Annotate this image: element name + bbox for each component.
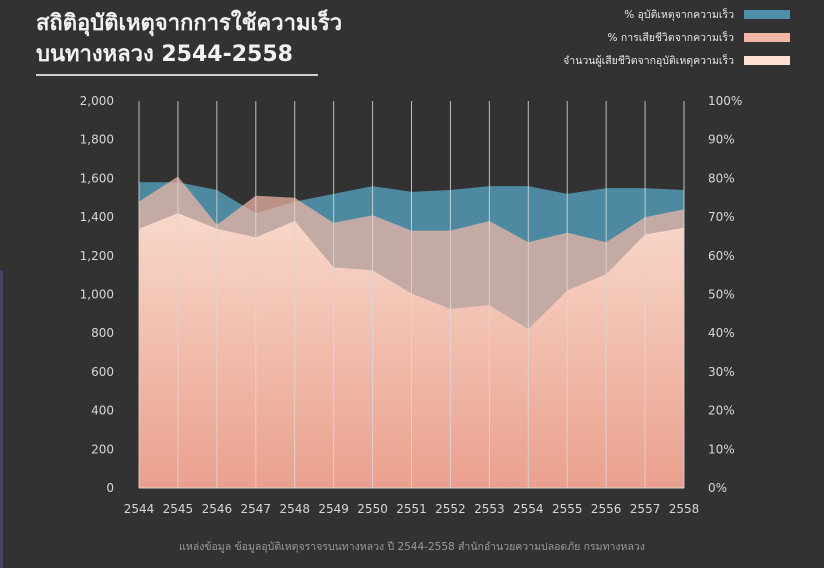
legend-item-deaths: จำนวนผู้เสียชีวิตจากอุบัติเหตุความเร็ว: [563, 54, 790, 67]
y-axis-left-tick-label: 1,600: [80, 171, 114, 185]
x-axis-tick-label: 2557: [630, 502, 661, 516]
x-axis-tick-label: 2551: [396, 502, 427, 516]
data-point-deaths: [566, 289, 568, 291]
data-point-accident-pct: [527, 185, 529, 187]
y-axis-left-tick-label: 1,400: [80, 210, 114, 224]
data-point-death-pct: [683, 208, 685, 210]
data-point-death-pct: [644, 216, 646, 218]
y-axis-left-tick-label: 800: [91, 326, 114, 340]
chart-legend: % อุบัติเหตุจากความเร็ว % การเสียชีวิตจา…: [563, 8, 790, 77]
y-axis-right-tick-label: 30%: [708, 365, 735, 379]
data-point-death-pct: [605, 241, 607, 243]
data-point-accident-pct: [294, 200, 296, 202]
data-point-deaths: [177, 212, 179, 214]
data-point-death-pct: [410, 229, 412, 231]
legend-item-accident-pct: % อุบัติเหตุจากความเร็ว: [563, 8, 790, 21]
data-point-deaths: [332, 266, 334, 268]
data-point-death-pct: [294, 197, 296, 199]
y-axis-left-tick-label: 1,800: [80, 133, 114, 147]
chart-title-line-1: สถิติอุบัติเหตุจากการใช้ความเร็ว: [36, 11, 343, 36]
y-axis-right-tick-label: 100%: [708, 94, 742, 108]
x-axis-tick-label: 2544: [124, 502, 155, 516]
data-point-death-pct: [566, 231, 568, 233]
data-point-deaths: [527, 328, 529, 330]
data-point-accident-pct: [605, 187, 607, 189]
data-point-death-pct: [449, 229, 451, 231]
data-point-deaths: [644, 233, 646, 235]
x-axis-tick-label: 2546: [202, 502, 233, 516]
x-axis-tick-label: 2552: [435, 502, 466, 516]
y-axis-left-tick-label: 2,000: [80, 94, 114, 108]
data-point-deaths: [216, 228, 218, 230]
legend-label: จำนวนผู้เสียชีวิตจากอุบัติเหตุความเร็ว: [563, 55, 734, 67]
data-point-accident-pct: [644, 187, 646, 189]
chart-title-line-2: บนทางหลวง 2544-2558: [36, 42, 293, 67]
y-axis-left-tick-label: 400: [91, 404, 114, 418]
data-point-deaths: [449, 308, 451, 310]
data-point-death-pct: [488, 220, 490, 222]
data-point-deaths: [371, 269, 373, 271]
data-point-deaths: [488, 304, 490, 306]
chart-title: สถิติอุบัติเหตุจากการใช้ความเร็ว บนทางหล…: [36, 8, 342, 70]
x-axis-tick-label: 2545: [163, 502, 194, 516]
legend-swatch: [744, 10, 790, 19]
y-axis-left-tick-label: 200: [91, 442, 114, 456]
y-axis-right-tick-label: 60%: [708, 249, 735, 263]
x-axis-tick-label: 2550: [357, 502, 388, 516]
data-point-accident-pct: [410, 191, 412, 193]
y-axis-left-tick-label: 600: [91, 365, 114, 379]
y-axis-right-tick-label: 90%: [708, 133, 735, 147]
y-axis-right-tick-label: 70%: [708, 210, 735, 224]
data-point-death-pct: [371, 214, 373, 216]
data-point-accident-pct: [255, 212, 257, 214]
data-point-accident-pct: [332, 193, 334, 195]
y-axis-left-tick-label: 1,200: [80, 249, 114, 263]
legend-swatch: [744, 33, 790, 42]
data-point-death-pct: [138, 200, 140, 202]
data-point-accident-pct: [566, 193, 568, 195]
y-axis-left-tick-label: 0: [106, 481, 114, 495]
data-point-accident-pct: [371, 185, 373, 187]
legend-item-death-pct: % การเสียชีวิตจากความเร็ว: [563, 31, 790, 44]
data-point-deaths: [255, 236, 257, 238]
x-axis-tick-label: 2547: [241, 502, 272, 516]
y-axis-right-tick-label: 0%: [708, 481, 727, 495]
data-point-death-pct: [332, 222, 334, 224]
legend-label: % อุบัติเหตุจากความเร็ว: [624, 9, 734, 21]
data-point-accident-pct: [138, 181, 140, 183]
data-point-death-pct: [177, 175, 179, 177]
data-point-deaths: [138, 228, 140, 230]
legend-label: % การเสียชีวิตจากความเร็ว: [607, 32, 734, 44]
y-axis-left-tick-label: 1,000: [80, 288, 114, 302]
data-point-accident-pct: [177, 181, 179, 183]
x-axis-tick-label: 2556: [591, 502, 622, 516]
left-edge-accent: [0, 270, 3, 568]
x-axis-tick-label: 2555: [552, 502, 583, 516]
data-point-deaths: [683, 227, 685, 229]
data-point-death-pct: [216, 224, 218, 226]
data-point-deaths: [605, 273, 607, 275]
data-point-accident-pct: [449, 189, 451, 191]
x-axis-tick-label: 2548: [279, 502, 310, 516]
data-point-death-pct: [527, 241, 529, 243]
data-point-deaths: [410, 292, 412, 294]
x-axis-tick-label: 2554: [513, 502, 544, 516]
x-axis-tick-label: 2558: [669, 502, 700, 516]
legend-swatch: [744, 56, 790, 65]
y-axis-right-tick-label: 50%: [708, 288, 735, 302]
y-axis-right-tick-label: 40%: [708, 326, 735, 340]
data-point-accident-pct: [683, 189, 685, 191]
y-axis-right-tick-label: 20%: [708, 404, 735, 418]
data-point-accident-pct: [216, 189, 218, 191]
y-axis-right-tick-label: 10%: [708, 442, 735, 456]
y-axis-right-tick-label: 80%: [708, 171, 735, 185]
data-point-accident-pct: [488, 185, 490, 187]
x-axis-tick-label: 2549: [318, 502, 349, 516]
source-note: แหล่งข้อมูล ข้อมูลอุบัติเหตุจราจรบนทางหล…: [179, 541, 645, 553]
data-point-death-pct: [255, 195, 257, 197]
data-point-deaths: [294, 220, 296, 222]
x-axis-tick-label: 2553: [474, 502, 505, 516]
title-underline: [36, 74, 318, 76]
